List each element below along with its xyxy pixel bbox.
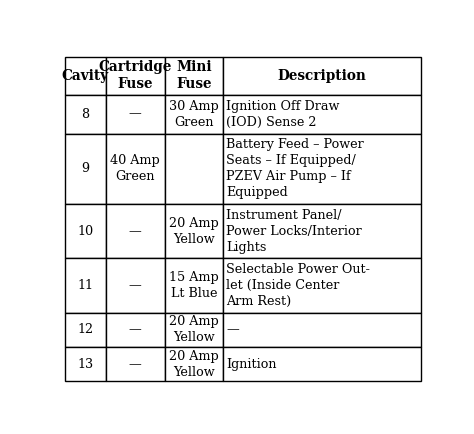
Bar <box>223 95 421 134</box>
Text: Battery Feed – Power
Seats – If Equipped/
PZEV Air Pump – If
Equipped: Battery Feed – Power Seats – If Equipped… <box>226 138 364 199</box>
Bar <box>65 204 106 258</box>
Text: 15 Amp
Lt Blue: 15 Amp Lt Blue <box>169 271 219 300</box>
Text: 10: 10 <box>77 225 93 238</box>
Text: —: — <box>129 279 142 292</box>
Text: 20 Amp
Yellow: 20 Amp Yellow <box>169 316 219 345</box>
Text: 11: 11 <box>77 279 93 292</box>
Text: 12: 12 <box>77 323 93 336</box>
Text: —: — <box>129 108 142 121</box>
Text: 13: 13 <box>77 358 93 371</box>
Bar <box>106 313 164 347</box>
Bar <box>106 347 164 381</box>
Bar <box>164 204 223 258</box>
Bar <box>223 313 421 347</box>
Text: Ignition Off Draw
(IOD) Sense 2: Ignition Off Draw (IOD) Sense 2 <box>226 99 340 128</box>
Text: Cavity: Cavity <box>62 69 109 83</box>
Bar <box>223 134 421 204</box>
Text: 40 Amp
Green: 40 Amp Green <box>110 155 160 183</box>
Text: Instrument Panel/
Power Locks/Interior
Lights: Instrument Panel/ Power Locks/Interior L… <box>226 209 362 254</box>
Bar <box>164 57 223 95</box>
Text: Selectable Power Out-
let (Inside Center
Arm Rest): Selectable Power Out- let (Inside Center… <box>226 263 370 308</box>
Text: 20 Amp
Yellow: 20 Amp Yellow <box>169 350 219 378</box>
Bar <box>106 57 164 95</box>
Bar <box>65 57 106 95</box>
Text: —: — <box>129 358 142 371</box>
Bar <box>65 134 106 204</box>
Bar <box>223 347 421 381</box>
Bar <box>65 313 106 347</box>
Text: 9: 9 <box>81 162 89 175</box>
Bar <box>164 313 223 347</box>
Bar <box>65 258 106 313</box>
Bar <box>106 204 164 258</box>
Bar <box>223 57 421 95</box>
Bar <box>65 347 106 381</box>
Text: —: — <box>129 225 142 238</box>
Bar <box>223 204 421 258</box>
Bar <box>106 95 164 134</box>
Text: Ignition: Ignition <box>226 358 277 371</box>
Bar <box>164 258 223 313</box>
Bar <box>65 95 106 134</box>
Bar <box>164 95 223 134</box>
Bar <box>106 134 164 204</box>
Text: Cartridge
Fuse: Cartridge Fuse <box>99 60 172 92</box>
Text: 30 Amp
Green: 30 Amp Green <box>169 99 219 128</box>
Bar <box>164 134 223 204</box>
Text: 20 Amp
Yellow: 20 Amp Yellow <box>169 217 219 246</box>
Bar <box>223 258 421 313</box>
Text: 8: 8 <box>81 108 89 121</box>
Text: Mini
Fuse: Mini Fuse <box>176 60 212 92</box>
Text: —: — <box>129 323 142 336</box>
Bar <box>106 258 164 313</box>
Text: —: — <box>226 323 239 336</box>
Bar <box>164 347 223 381</box>
Text: Description: Description <box>278 69 367 83</box>
